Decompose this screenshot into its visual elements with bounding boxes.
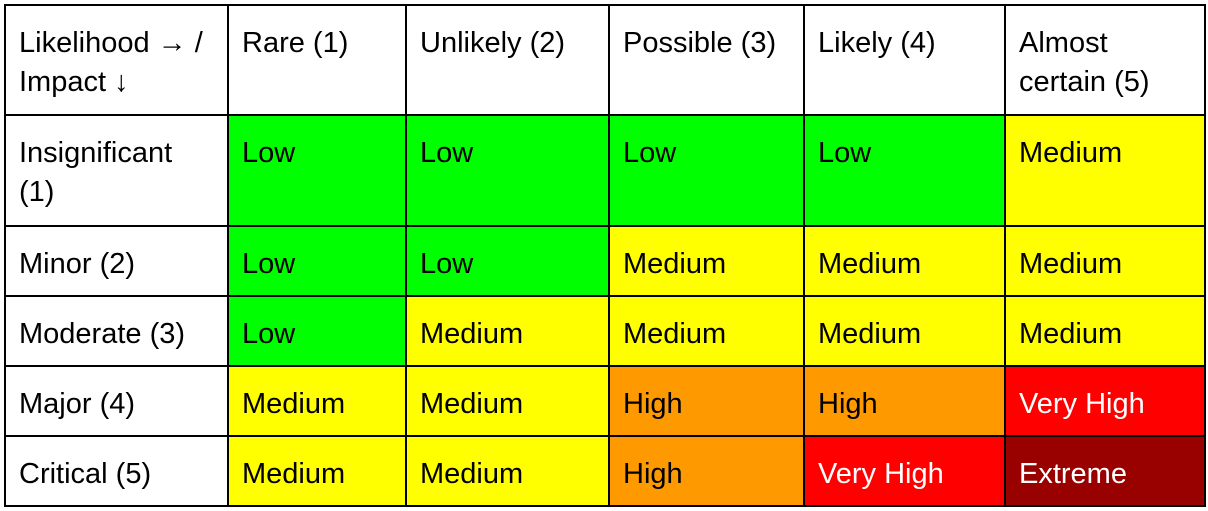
table-row: Insignificant (1) Low Low Low Low Medium bbox=[4, 114, 1206, 227]
row-header-critical: Critical (5) bbox=[4, 435, 229, 507]
risk-cell: Medium bbox=[803, 295, 1006, 367]
risk-cell: Low bbox=[227, 225, 407, 297]
risk-cell: Medium bbox=[1004, 225, 1206, 297]
risk-cell: Medium bbox=[227, 435, 407, 507]
table-row: Major (4) Medium Medium High High Very H… bbox=[4, 365, 1206, 437]
risk-cell: Low bbox=[405, 225, 610, 297]
corner-header-cell: Likelihood → / Impact ↓ bbox=[4, 4, 229, 116]
column-header-likely: Likely (4) bbox=[803, 4, 1006, 116]
risk-cell: Very High bbox=[1004, 365, 1206, 437]
risk-cell: Very High bbox=[803, 435, 1006, 507]
risk-cell: Low bbox=[608, 114, 805, 227]
table-row: Minor (2) Low Low Medium Medium Medium bbox=[4, 225, 1206, 297]
risk-cell: Low bbox=[803, 114, 1006, 227]
risk-cell: Medium bbox=[803, 225, 1006, 297]
risk-cell: Medium bbox=[608, 225, 805, 297]
risk-cell: High bbox=[608, 435, 805, 507]
table-row: Critical (5) Medium Medium High Very Hig… bbox=[4, 435, 1206, 507]
column-header-possible: Possible (3) bbox=[608, 4, 805, 116]
risk-cell: Low bbox=[227, 295, 407, 367]
row-header-moderate: Moderate (3) bbox=[4, 295, 229, 367]
risk-cell: Low bbox=[227, 114, 407, 227]
row-header-insignificant: Insignificant (1) bbox=[4, 114, 229, 227]
table-row: Moderate (3) Low Medium Medium Medium Me… bbox=[4, 295, 1206, 367]
risk-cell: Medium bbox=[227, 365, 407, 437]
row-header-minor: Minor (2) bbox=[4, 225, 229, 297]
risk-cell: High bbox=[608, 365, 805, 437]
header-row: Likelihood → / Impact ↓ Rare (1) Unlikel… bbox=[4, 4, 1206, 116]
row-header-major: Major (4) bbox=[4, 365, 229, 437]
column-header-unlikely: Unlikely (2) bbox=[405, 4, 610, 116]
risk-cell: Medium bbox=[405, 365, 610, 437]
column-header-rare: Rare (1) bbox=[227, 4, 407, 116]
risk-cell: Medium bbox=[405, 435, 610, 507]
risk-cell: Medium bbox=[608, 295, 805, 367]
risk-cell: High bbox=[803, 365, 1006, 437]
risk-cell: Extreme bbox=[1004, 435, 1206, 507]
risk-cell: Medium bbox=[1004, 295, 1206, 367]
risk-cell: Medium bbox=[1004, 114, 1206, 227]
risk-matrix-table: Likelihood → / Impact ↓ Rare (1) Unlikel… bbox=[4, 4, 1206, 507]
risk-cell: Low bbox=[405, 114, 610, 227]
risk-cell: Medium bbox=[405, 295, 610, 367]
column-header-almost-certain: Almost certain (5) bbox=[1004, 4, 1206, 116]
